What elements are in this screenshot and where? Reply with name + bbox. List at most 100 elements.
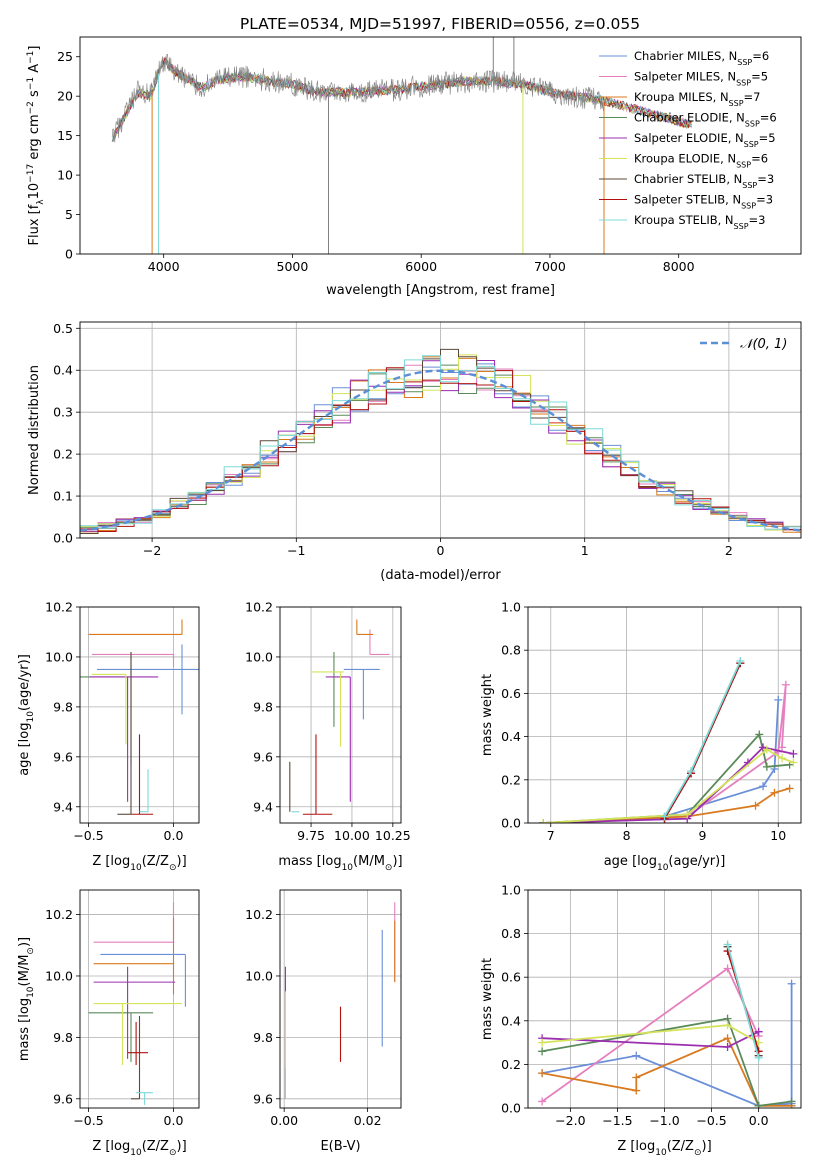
age-vs-mass-frame [279,606,402,824]
mass-vs-z-ytick-label-2: 10.0 [45,968,73,983]
mass-vs-z-ylabel: mass [log10(M/M⊙)] [17,937,36,1061]
mass-weight-vs-age-ytick-label-2: 0.4 [501,729,521,744]
age-vs-mass-ytick-label-1: 9.6 [253,749,273,764]
legend-label-4: Salpeter ELODIE, NSSP=5 [634,131,776,149]
mass-weight-vs-age-series-5-marker-2 [762,745,771,754]
mass-weight-vs-z-xtick-label-1: −1.5 [602,1113,632,1128]
mass-weight-vs-age-ytick-label-5: 1.0 [501,600,521,615]
mass-weight-vs-z-series-5-marker-0 [538,1038,547,1047]
age-vs-mass-xtick-label-0: 9.75 [297,828,325,843]
histogram-step-8 [80,355,801,538]
histogram-ylabel: Normed distribution [27,365,42,495]
spectrum-ytick-label-1: 5 [65,207,73,222]
residual-histogram-panel: −2 −1 0 1 2 0.0 0.1 0.2 0.3 0.4 0.5 𝒩(0, 1) (data-mo… [27,321,802,583]
mass-weight-vs-z-ytick-label-1: 0.2 [501,1057,521,1072]
histogram-normal-curve [80,369,801,532]
mass-vs-z-xtick-label-0: −0.5 [73,1113,103,1128]
mass-weight-vs-age-series-1-marker-3 [781,680,790,689]
mass-vs-z-panel: −0.5 0.0 9.6 9.8 10.0 10.2 Z [log10(Z/Z⊙)] mass… [17,889,200,1158]
mass-weight-vs-z-xtick-label-0: −2.0 [555,1113,585,1128]
mass-weight-vs-z-series-2-marker-1 [632,1086,641,1095]
mass-vs-ebv-ytick-label-2: 10.0 [245,968,273,983]
mass-vs-ebv-clip-plot-area [284,902,396,1099]
histogram-ytick-label-4: 0.4 [53,363,73,378]
mass-weight-vs-age-series-3-marker-2 [755,730,764,739]
age-vs-z-ytick-label-1: 9.6 [53,749,73,764]
histogram-ytick-label-2: 0.2 [53,447,73,462]
mass-weight-vs-z-series-8-marker-1 [754,1053,763,1062]
histogram-ytick-label-0: 0.0 [53,531,73,546]
spectrum-xtick-label-3: 7000 [534,259,566,274]
mass-weight-vs-age-series-0-marker-2 [759,782,768,791]
age-vs-mass-ytick-label-3: 10.0 [245,649,273,664]
spectrum-panel: 4000 5000 6000 7000 8000 0 5 10 15 20 25 wavelength… [26,36,802,298]
mass-vs-z-ytick-label-3: 10.2 [45,907,73,922]
age-vs-mass-ytick-label-0: 9.4 [253,799,273,814]
mass-vs-z-xlabel: Z [log10(Z/Z⊙)] [92,1139,186,1158]
histogram-legend-label: 𝒩(0, 1) [740,337,787,352]
legend-label-8: Kroupa STELIB, NSSP=3 [634,213,765,231]
age-vs-z-ylabel: age [log10(age/yr)] [17,654,36,776]
mass-weight-vs-age-series-2-marker-2 [751,801,760,810]
mass-weight-vs-z-series-8 [726,944,760,1059]
mass-weight-vs-z-series-4-marker-1 [723,1042,732,1051]
histogram-xtick-label-1: −1 [287,543,305,558]
mass-weight-vs-age-xtick-label-1: 8 [623,828,631,843]
spectrum-ylabel: Flux [fλ10−17 erg cm−2 s−1 A−1] [26,46,46,246]
age-vs-z-frame [79,606,200,824]
legend-label-1: Salpeter MILES, NSSP=5 [634,70,768,88]
histogram-ytick-label-1: 0.1 [53,489,73,504]
mass-weight-vs-age-series-8-marker-2 [736,657,745,665]
spectrum-xtick-label-4: 8000 [663,259,695,274]
spectrum-observed [111,53,605,143]
mass-weight-vs-age-series-8-marker-1 [687,767,696,776]
age-vs-z-ytick-label-2: 9.8 [53,699,73,714]
mass-weight-vs-z-ytick-label-3: 0.6 [501,970,521,985]
mass-weight-vs-age-series-5-marker-0 [539,819,548,823]
spectrum-ytick-label-5: 25 [57,49,73,64]
mass-weight-vs-age-ytick-label-4: 0.8 [501,643,521,658]
histogram-xtick-label-2: 0 [437,543,445,558]
mass-weight-vs-z-panel: −2.0 −1.5 −1.0 −0.5 0.0 0.0 0.2 0.4 0.6 0.8 1.0 mas… [480,883,802,1158]
mass-vs-ebv-ytick-label-3: 10.2 [245,907,273,922]
mass-weight-vs-z-series-1 [541,967,760,1103]
mass-weight-vs-age-series-3-marker-3 [762,762,771,771]
mass-weight-vs-z-series-2-marker-2 [632,1073,641,1082]
mass-weight-vs-z-series-1-marker-1 [723,964,732,973]
age-vs-z-panel: −0.5 0.0 9.4 9.6 9.8 10.0 10.2 Z [log10(Z/Z⊙)] a… [17,600,200,873]
mass-weight-vs-z-xlabel: Z [log10(Z/Z⊙)] [617,1139,711,1158]
mass-weight-vs-age-clip-plot-area [539,657,798,823]
spectrum-ytick-label-3: 15 [57,128,73,143]
mass-weight-vs-age-xtick-label-2: 9 [698,828,706,843]
age-vs-mass-xtick-label-2: 10.25 [375,828,411,843]
mass-weight-vs-z-clip-plot-area [538,940,796,1108]
mass-weight-vs-age-panel: 7 8 9 10 0.0 0.2 0.4 0.6 0.8 1.0 mass weight age [l… [480,600,802,873]
mass-weight-vs-z-series-2-marker-0 [538,1069,547,1078]
spectrum-xtick-label-0: 4000 [148,259,180,274]
mass-weight-vs-z-series-0-marker-1 [632,1051,641,1060]
mass-weight-vs-age-series-8-marker-0 [660,812,669,821]
mass-weight-vs-age-ytick-label-3: 0.6 [501,686,521,701]
mass-weight-vs-z-xtick-label-3: −0.5 [696,1113,726,1128]
spectrum-model-8 [111,59,692,142]
mass-vs-z-ytick-label-0: 9.6 [53,1091,73,1106]
mass-weight-vs-age-series-5-marker-4 [789,758,798,767]
mass-weight-vs-z-xtick-label-4: 0.0 [749,1113,769,1128]
spectrum-ytick-label-4: 20 [57,89,73,104]
age-vs-z-ytick-label-0: 9.4 [53,799,73,814]
age-vs-z-xlabel: Z [log10(Z/Z⊙)] [92,854,186,873]
mass-vs-z-xtick-label-1: 0.0 [164,1113,184,1128]
mass-weight-vs-z-series-5-marker-1 [723,1021,732,1030]
age-vs-mass-panel: 9.75 10.00 10.25 9.4 9.6 9.8 10.0 10.2 mass [log… [245,600,411,874]
legend-label-2: Kroupa MILES, NSSP=7 [634,90,760,108]
mass-vs-ebv-panel: 0.00 0.02 9.6 9.8 10.0 10.2 E(B-V) [245,889,402,1154]
histogram-ytick-label-3: 0.3 [53,405,73,420]
mass-weight-vs-z-ytick-label-4: 0.8 [501,926,521,941]
spectrum-frame [79,36,802,255]
mass-weight-vs-age-series-5-marker-3 [778,754,787,763]
spectrum-xlabel: wavelength [Angstrom, rest frame] [326,283,555,298]
legend-label-3: Chabrier ELODIE, NSSP=6 [634,111,777,129]
mass-vs-z-frame [79,889,200,1109]
mass-weight-vs-age-series-1 [543,684,787,823]
